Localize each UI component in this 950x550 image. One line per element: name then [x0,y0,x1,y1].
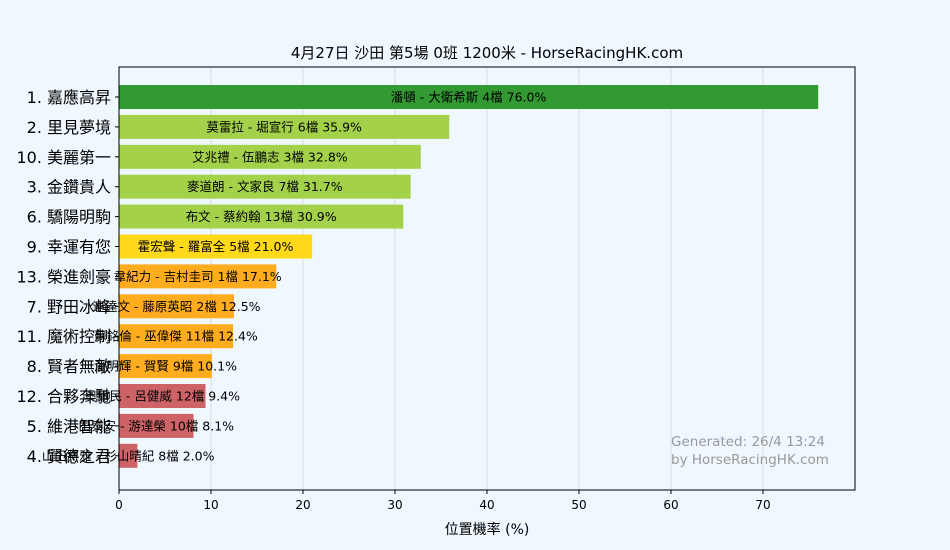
bars-group [119,85,819,468]
bar [119,294,234,319]
x-tick-label: 70 [755,498,770,512]
x-tick-label: 0 [115,498,123,512]
category-label: 10. 美麗第一 [16,148,111,167]
chart-title: 4月27日 沙田 第5場 0班 1200米 - HorseRacingHK.co… [291,44,683,62]
x-tick-label: 50 [571,498,586,512]
x-tick-label: 20 [295,498,310,512]
category-label: 11. 魔術控制 [16,327,111,346]
bar-labels-group: 潘頓 - 大衛希斯 4檔 76.0% 莫雷拉 - 堀宣行 6檔 35.9% 艾兆禮 … [42,90,547,464]
x-tick-label: 40 [479,498,494,512]
category-label: 7. 野田冰峰 [27,297,111,316]
category-label: 8. 賢者無敵 [27,357,111,376]
category-label: 9. 幸運有您 [27,238,111,257]
bar [119,144,421,169]
x-axis-label: 位置機率 (%) [445,521,530,538]
bar [119,264,277,289]
category-label: 6. 驕陽明駒 [27,208,111,227]
x-tick-label: 60 [663,498,678,512]
bar-data-label: 潘明輝 - 賀賢 9檔 10.1% [94,359,237,374]
watermark-site: by HorseRacingHK.com [671,452,829,468]
x-axis-ticks: 0 10 20 30 40 50 60 70 [115,490,771,512]
watermark-generated: Generated: 26/4 13:24 [671,434,825,450]
category-label: 2. 里見夢境 [27,118,111,137]
bar-data-label: 田泰安 - 游達榮 10檔 8.1% [78,418,234,433]
plot-frame [118,66,856,491]
bar [119,234,313,259]
bar [119,354,212,379]
bar-data-label: 連達文 - 藤原英昭 2檔 12.5% [92,299,260,314]
bar-data-label: 山田將雅 - 杉山晴紀 8檔 2.0% [42,448,215,463]
bar [119,204,404,229]
category-label: 4. 賢德之君 [27,447,111,466]
category-labels-group: 1. 嘉應高昇 2. 里見夢境 10. 美麗第一 3. 金鑽貴人 6. 驕陽明駒 9. 幸… [16,88,119,466]
bar [119,413,194,438]
bar [119,85,819,109]
bar-data-label: 蘇銘倫 - 巫偉傑 11檔 12.4% [94,329,258,344]
bar [119,114,450,139]
category-label: 1. 嘉應高昇 [27,88,111,107]
bar [119,443,138,468]
bar-data-label: 奧爾民 - 呂健威 12檔 9.4% [84,389,240,404]
bar-data-label: 韋紀力 - 吉村圭司 1檔 17.1% [114,269,282,284]
x-tick-label: 30 [387,498,402,512]
bar-data-label: 艾兆禮 - 伍鵬志 3檔 32.8% [192,149,348,164]
category-label: 3. 金鑽貴人 [27,178,111,197]
bar [119,174,411,199]
bar [119,384,206,408]
bar-data-label: 麥道朗 - 文家良 7檔 31.7% [187,179,343,194]
category-label: 13. 榮進劍豪 [16,267,111,286]
x-tick-label: 10 [203,498,218,512]
bar-data-label: 霍宏聲 - 羅富全 5檔 21.0% [138,239,294,254]
bar-data-label: 潘頓 - 大衛希斯 4檔 76.0% [391,90,547,105]
bar-data-label: 莫雷拉 - 堀宣行 6檔 35.9% [206,119,362,134]
category-label: 12. 合夥奔馳 [16,387,111,406]
bar-data-label: 布文 - 蔡約翰 13檔 30.9% [186,209,337,224]
category-label: 5. 維港智能 [27,417,111,436]
bar [119,324,234,349]
